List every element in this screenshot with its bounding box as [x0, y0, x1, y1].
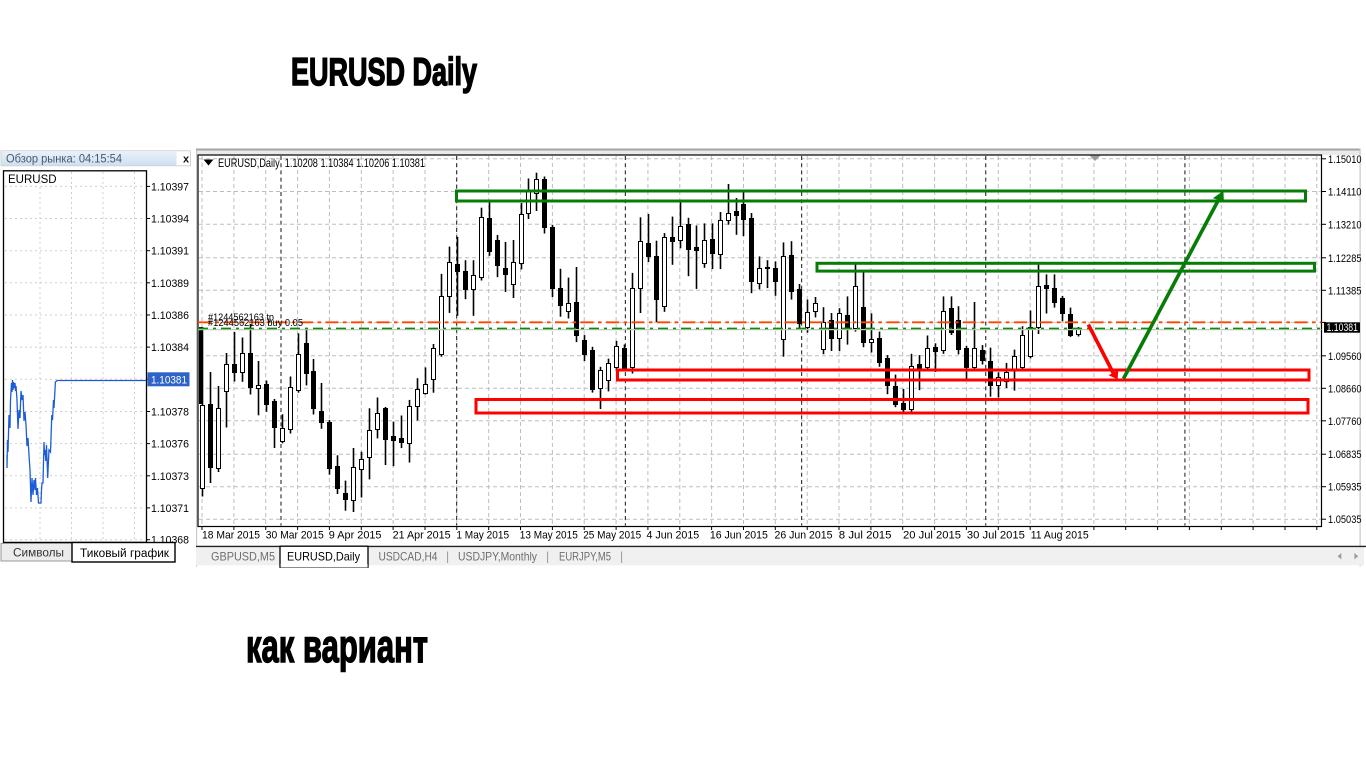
svg-text:Тиковый график: Тиковый график	[80, 548, 170, 560]
svg-text:1.05935: 1.05935	[1328, 482, 1362, 494]
svg-text:16 Jun 2015: 16 Jun 2015	[710, 530, 768, 542]
svg-text:30 Jul 2015: 30 Jul 2015	[967, 530, 1025, 542]
svg-text:|: |	[620, 550, 623, 564]
svg-text:USDCAD,H4: USDCAD,H4	[379, 550, 438, 564]
svg-text:11 Aug 2015: 11 Aug 2015	[1031, 530, 1089, 542]
svg-text:#1244562163 tp: #1244562163 tp	[208, 313, 274, 324]
svg-text:1.06835: 1.06835	[1328, 449, 1362, 461]
svg-text:1.14110: 1.14110	[1328, 187, 1362, 199]
svg-text:1.10373: 1.10373	[151, 471, 189, 483]
svg-text:1.10376: 1.10376	[151, 439, 189, 451]
svg-text:1.10386: 1.10386	[151, 310, 189, 322]
svg-text:13 May 2015: 13 May 2015	[520, 530, 578, 542]
svg-text:USDJPY,Monthly: USDJPY,Monthly	[458, 550, 537, 564]
svg-text:1.10371: 1.10371	[151, 503, 189, 515]
svg-text:EURUSD,Daily 1.10208 1.10384: EURUSD,Daily 1.10208 1.10384 1.10206 1.1…	[218, 156, 425, 170]
svg-text:1.11385: 1.11385	[1328, 285, 1362, 297]
svg-text:1.10384: 1.10384	[151, 342, 189, 354]
svg-text:1.12285: 1.12285	[1328, 253, 1362, 265]
svg-text:1.07760: 1.07760	[1328, 416, 1362, 428]
svg-text:4 Jun 2015: 4 Jun 2015	[647, 530, 700, 542]
svg-text:x: x	[183, 153, 190, 165]
svg-text:25 May 2015: 25 May 2015	[583, 530, 641, 542]
svg-text:Символы: Символы	[13, 548, 64, 560]
svg-text:1 May 2015: 1 May 2015	[456, 530, 509, 542]
svg-text:|: |	[446, 550, 449, 564]
svg-text:EURJPY,M5: EURJPY,M5	[559, 550, 611, 564]
svg-text:GBPUSD,M5: GBPUSD,M5	[211, 550, 275, 564]
svg-text:1.10397: 1.10397	[151, 181, 189, 193]
svg-text:1.10381: 1.10381	[151, 374, 187, 386]
svg-text:EURUSD Daily: EURUSD Daily	[291, 51, 477, 94]
svg-text:EURUSD,Daily: EURUSD,Daily	[287, 550, 360, 564]
svg-text:1.08660: 1.08660	[1328, 383, 1362, 395]
svg-text:|: |	[546, 550, 549, 564]
svg-text:1.10394: 1.10394	[151, 214, 189, 226]
svg-text:1.05035: 1.05035	[1328, 514, 1362, 526]
svg-text:1.15010: 1.15010	[1328, 154, 1362, 166]
svg-text:EURUSD: EURUSD	[8, 174, 57, 186]
svg-text:9 Apr 2015: 9 Apr 2015	[329, 530, 382, 542]
svg-text:как вариант: как вариант	[246, 620, 428, 672]
svg-text:8 Jul 2015: 8 Jul 2015	[839, 530, 892, 542]
svg-text:18 Mar 2015: 18 Mar 2015	[202, 530, 260, 542]
svg-text:1.13210: 1.13210	[1328, 219, 1362, 231]
svg-text:1.10389: 1.10389	[151, 278, 189, 290]
svg-text:1.10381: 1.10381	[1327, 322, 1359, 334]
svg-text:1.10378: 1.10378	[151, 407, 189, 419]
svg-text:30 Mar 2015: 30 Mar 2015	[266, 530, 324, 542]
svg-text:20 Jul 2015: 20 Jul 2015	[903, 530, 961, 542]
svg-text:26 Jun 2015: 26 Jun 2015	[775, 530, 833, 542]
svg-text:Обзор рынка: 04:15:54: Обзор рынка: 04:15:54	[6, 152, 122, 166]
svg-text:#1244562163 buy 0.05: #1244562163 buy 0.05	[208, 318, 303, 329]
svg-text:21 Apr 2015: 21 Apr 2015	[393, 530, 451, 542]
svg-text:1.10391: 1.10391	[151, 246, 189, 258]
svg-text:1.09560: 1.09560	[1328, 351, 1362, 363]
